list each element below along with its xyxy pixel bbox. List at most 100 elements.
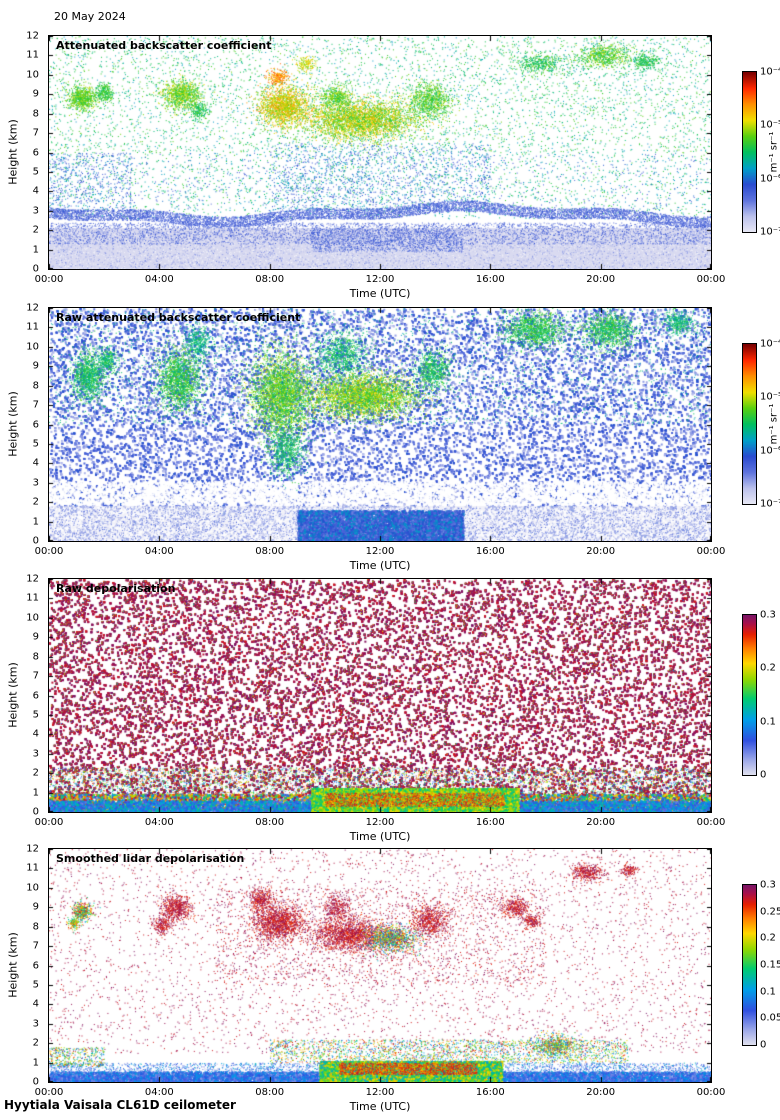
y-tick-label: 11 [26, 862, 39, 874]
panel-title: Attenuated backscatter coefficient [56, 39, 272, 52]
x-tick-label: 16:00 [475, 546, 505, 557]
y-axis-ticks: 0 1 2 3 4 5 6 7 8 9 10 11 12 [0, 303, 44, 547]
x-axis-ticks: 00:00 04:00 08:00 12:00 16:00 20:00 00:00 [35, 546, 726, 558]
y-tick-label: 0 [32, 806, 39, 818]
y-tick-label: 10 [26, 612, 39, 624]
colorbar-tick-label: 10⁻⁴ [760, 338, 780, 350]
x-tick-label: 04:00 [144, 1087, 174, 1098]
x-tick-label: 00:00 [34, 1087, 64, 1098]
colorbar-tick-label: 0.2 [760, 662, 776, 674]
y-tick-label: 1 [32, 516, 39, 528]
panel-raw-depolarisation: 0 1 2 3 4 5 6 7 8 9 10 11 12 Raw depolarisation Heig… [0, 574, 780, 850]
colorbar-tick-label: 0.1 [760, 716, 776, 728]
y-tick-label: 4 [32, 185, 39, 197]
y-tick-label: 4 [32, 457, 39, 469]
y-tick-label: 6 [32, 690, 39, 701]
y-tick-label: 2 [32, 496, 39, 508]
panel-title: Raw attenuated backscatter coefficient [56, 311, 301, 324]
y-axis-label: Height (km) [6, 119, 20, 185]
y-tick-label: 9 [32, 631, 39, 643]
colorbar [742, 614, 757, 776]
colorbar-tick-label: 0.3 [760, 879, 776, 891]
y-tick-label: 12 [26, 843, 39, 855]
x-tick-label: 20:00 [586, 274, 616, 285]
colorbar-tick-label: 10⁻⁷ [760, 498, 780, 510]
colorbar-units-label: m⁻¹ sr⁻¹ [768, 403, 780, 445]
y-tick-label: 0 [32, 535, 39, 547]
y-tick-label: 4 [32, 998, 39, 1010]
y-tick-label: 12 [26, 30, 39, 42]
colorbar-tick-label: 0.25 [760, 906, 780, 918]
x-tick-label: 08:00 [255, 817, 285, 828]
x-axis-ticks: 00:00 04:00 08:00 12:00 16:00 20:00 00:00 [35, 1087, 726, 1099]
y-tick-label: 7 [32, 670, 39, 682]
colorbar-tick-label: 0.2 [760, 932, 776, 944]
colorbar-ticks: 10⁻⁴ 10⁻⁵ 10⁻⁶ 10⁻⁷ [760, 67, 780, 238]
colorbar [742, 71, 757, 233]
x-tick-label: 16:00 [475, 274, 505, 285]
heatmap-canvas-smoothed-depolarisation [48, 848, 712, 1083]
y-tick-label: 11 [26, 321, 39, 333]
y-axis-ticks: 0 1 2 3 4 5 6 7 8 9 10 11 12 [0, 31, 44, 275]
colorbar-ticks: 0.3 0.2 0.1 0 [760, 610, 780, 781]
panel-raw-attenuated-backscatter: 0 1 2 3 4 5 6 7 8 9 10 11 12 Raw attenuated backscat… [0, 303, 780, 579]
y-tick-label: 3 [32, 205, 39, 217]
y-tick-label: 5 [32, 166, 39, 178]
colorbar-tick-label: 10⁻⁶ [760, 445, 780, 457]
y-axis-label: Height (km) [6, 932, 20, 998]
x-tick-label: 00:00 [696, 1087, 726, 1098]
x-tick-label: 04:00 [144, 546, 174, 557]
heatmap-canvas-raw-depolarisation [48, 578, 712, 813]
x-tick-label: 12:00 [365, 1087, 395, 1098]
y-tick-label: 0 [32, 1076, 39, 1088]
panel-smoothed-lidar-depolarisation: 0 1 2 3 4 5 6 7 8 9 10 11 12 Smoothed lidar depolari… [0, 844, 780, 1120]
y-tick-label: 0 [32, 263, 39, 275]
y-tick-label: 9 [32, 360, 39, 372]
y-tick-label: 10 [26, 882, 39, 894]
y-tick-label: 4 [32, 728, 39, 740]
y-axis-label: Height (km) [6, 391, 20, 457]
x-tick-label: 08:00 [255, 1087, 285, 1098]
y-tick-label: 10 [26, 69, 39, 81]
x-axis-label: Time (UTC) [349, 830, 411, 843]
y-tick-label: 1 [32, 244, 39, 256]
y-tick-label: 7 [32, 127, 39, 139]
x-tick-label: 12:00 [365, 817, 395, 828]
colorbar-tick-label: 10⁻⁵ [760, 119, 780, 131]
y-tick-label: 12 [26, 573, 39, 585]
x-tick-label: 00:00 [696, 817, 726, 828]
y-tick-label: 8 [32, 921, 39, 933]
y-tick-label: 2 [32, 224, 39, 236]
y-axis-ticks: 0 1 2 3 4 5 6 7 8 9 10 11 12 [0, 574, 44, 818]
colorbar-ticks: 0.3 0.25 0.2 0.15 0.1 0.05 0 [760, 880, 780, 1051]
instrument-label: Hyytiala Vaisala CL61D ceilometer [4, 1098, 236, 1112]
x-tick-label: 12:00 [365, 274, 395, 285]
x-axis-label: Time (UTC) [349, 559, 411, 572]
y-tick-label: 2 [32, 767, 39, 779]
colorbar-tick-label: 0.3 [760, 609, 776, 621]
x-tick-label: 08:00 [255, 274, 285, 285]
y-tick-label: 7 [32, 940, 39, 952]
colorbar-tick-label: 10⁻⁷ [760, 226, 780, 238]
y-tick-label: 6 [32, 419, 39, 430]
x-axis-label: Time (UTC) [349, 1100, 411, 1113]
heatmap-canvas-attenuated-backscatter [48, 35, 712, 270]
x-tick-label: 04:00 [144, 274, 174, 285]
colorbar-tick-label: 0.15 [760, 959, 780, 971]
y-tick-label: 1 [32, 787, 39, 799]
y-axis-label: Height (km) [6, 662, 20, 728]
y-tick-label: 3 [32, 748, 39, 760]
x-tick-label: 04:00 [144, 817, 174, 828]
y-tick-label: 9 [32, 88, 39, 100]
y-tick-label: 5 [32, 438, 39, 450]
x-tick-label: 20:00 [586, 817, 616, 828]
y-tick-label: 2 [32, 1037, 39, 1049]
colorbar-tick-label: 10⁻⁵ [760, 391, 780, 403]
panel-attenuated-backscatter: 0 1 2 3 4 5 6 7 8 9 10 11 12 Attenuated backscatter … [0, 31, 780, 307]
y-tick-label: 5 [32, 709, 39, 721]
y-tick-label: 8 [32, 380, 39, 392]
y-tick-label: 10 [26, 341, 39, 353]
x-tick-label: 00:00 [34, 817, 64, 828]
y-tick-label: 1 [32, 1057, 39, 1069]
colorbar-units-label: m⁻¹ sr⁻¹ [768, 131, 780, 173]
